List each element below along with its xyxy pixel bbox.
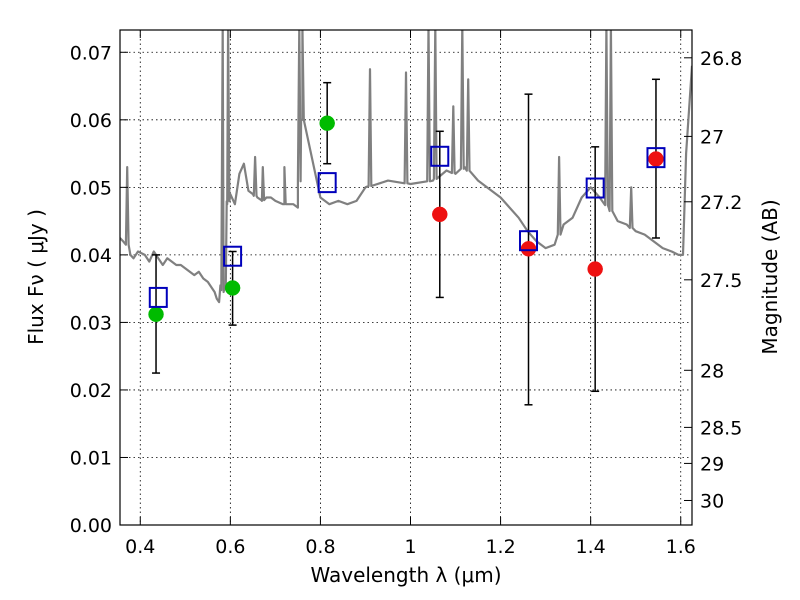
x-tick-label: 0.8 [305, 536, 335, 558]
model-flux-square [148, 286, 168, 308]
magnitude-tick-label: 26.8 [700, 48, 742, 70]
y-tick-label: 0.07 [70, 42, 112, 64]
observed-flux-point [587, 261, 603, 277]
model-spectrum-line [120, 30, 692, 304]
y-axis-label: Flux Fν ( μJy ) [24, 209, 48, 345]
observed-flux-point [648, 151, 664, 167]
observed-flux-point [224, 280, 241, 296]
model-flux-square [430, 145, 450, 167]
axis-tick-labels: 0.4 0.6 0.8 1 1.2 1.4 1.6 0.00 0.01 0.02 0.03 0.04 0… [70, 42, 743, 558]
y-tick-label: 0.05 [70, 177, 112, 199]
model-flux-square [317, 172, 337, 194]
grid-lines [120, 30, 692, 526]
y-tick-label: 0.06 [70, 110, 112, 132]
magnitude-tick-label: 29 [700, 453, 724, 475]
x-tick-label: 1.4 [576, 536, 606, 558]
x-tick-label: 1.6 [666, 536, 696, 558]
axis-ticks [120, 30, 692, 526]
x-tick-label: 1 [404, 536, 416, 558]
y-tick-label: 0.03 [70, 312, 112, 334]
model-flux-square [585, 177, 605, 199]
observed-flux-point [148, 306, 164, 323]
observed-flux-point [432, 206, 448, 223]
magnitude-tick-label: 30 [700, 490, 724, 512]
x-axis-label: Wavelength λ (μm) [310, 563, 501, 587]
magnitude-axis-label: Magnitude (AB) [758, 199, 782, 354]
plot-frame [119, 29, 693, 526]
model-flux-square [519, 230, 539, 252]
x-tick-label: 1.2 [485, 536, 515, 558]
model-flux-square [223, 245, 243, 267]
model-flux-markers [148, 145, 666, 308]
magnitude-tick-label: 28.5 [700, 417, 742, 439]
observed-flux-point [520, 241, 537, 257]
observed-flux-point [319, 115, 335, 131]
y-tick-label: 0.02 [70, 380, 112, 402]
model-spectrum-layer [120, 30, 692, 304]
magnitude-tick-label: 27 [700, 126, 724, 148]
model-flux-square [646, 147, 666, 169]
y-tick-label: 0.04 [70, 245, 112, 267]
observed-points [148, 115, 664, 323]
y-tick-label: 0.00 [70, 515, 112, 537]
magnitude-tick-label: 27.2 [700, 192, 742, 214]
x-tick-label: 0.6 [215, 536, 245, 558]
magnitude-tick-label: 27.5 [700, 270, 742, 292]
x-tick-label: 0.4 [125, 536, 155, 558]
y-tick-label: 0.01 [70, 447, 112, 469]
magnitude-tick-label: 28 [700, 360, 724, 382]
